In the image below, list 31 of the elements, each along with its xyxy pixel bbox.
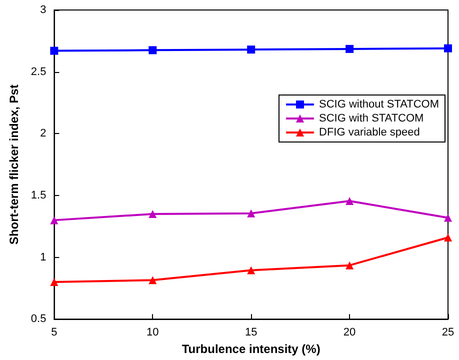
point	[50, 46, 58, 55]
y-tick-label: 2.5	[30, 66, 46, 78]
y-tick-label: 1	[40, 251, 46, 264]
x-tick-label: 10	[146, 326, 159, 339]
legend-label: SCIG with STATCOM	[319, 112, 424, 124]
point	[444, 214, 452, 222]
point	[247, 46, 256, 54]
point	[444, 234, 452, 242]
x-tick-label: 5	[51, 326, 58, 339]
y-tick-label: 1.5	[30, 189, 46, 202]
point	[444, 44, 452, 52]
legend-label: SCIG without STATCOM	[319, 98, 440, 110]
x-tick-label: 15	[244, 326, 258, 339]
y-tick-label: 3	[40, 4, 46, 16]
point	[50, 216, 58, 224]
point	[346, 44, 354, 53]
point	[346, 197, 354, 206]
point	[50, 278, 58, 286]
point	[247, 266, 256, 274]
y-tick-label: 0.5	[30, 313, 46, 326]
x-tick-label: 25	[442, 326, 454, 339]
point	[148, 46, 157, 54]
y-tick-label: 2	[40, 128, 46, 140]
x-tick-label: 20	[343, 326, 356, 339]
point	[247, 209, 256, 218]
point	[346, 261, 354, 270]
point	[148, 210, 157, 218]
y-axis-title: Short-term flicker index, Pst	[7, 84, 21, 245]
legend-label: DFIG variable speed	[319, 126, 420, 138]
point	[148, 276, 157, 284]
x-axis-title: Turbulence intensity (%)	[182, 342, 320, 356]
